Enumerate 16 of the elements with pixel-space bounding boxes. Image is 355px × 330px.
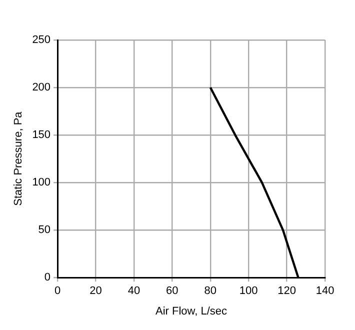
x-tick-label: 40 (128, 285, 140, 298)
x-tick-label: 140 (316, 285, 334, 298)
x-tick-label: 80 (204, 285, 217, 298)
x-tick-label: 0 (54, 285, 61, 298)
y-axis-title: Static Pressure, Pa (12, 110, 25, 206)
y-tick-label: 0 (44, 272, 51, 284)
x-tick-label: 60 (166, 285, 178, 298)
y-tick-label: 100 (32, 176, 51, 189)
x-tick-label: 120 (278, 285, 296, 298)
y-tick-label: 50 (38, 224, 51, 236)
x-tick-label: 100 (239, 285, 258, 298)
x-tick-label: 20 (90, 285, 102, 298)
y-tick-label: 150 (32, 129, 51, 142)
x-axis-title: Air Flow, L/sec (156, 305, 228, 318)
y-tick-label: 200 (32, 82, 51, 94)
y-tick-label: 250 (32, 34, 51, 46)
